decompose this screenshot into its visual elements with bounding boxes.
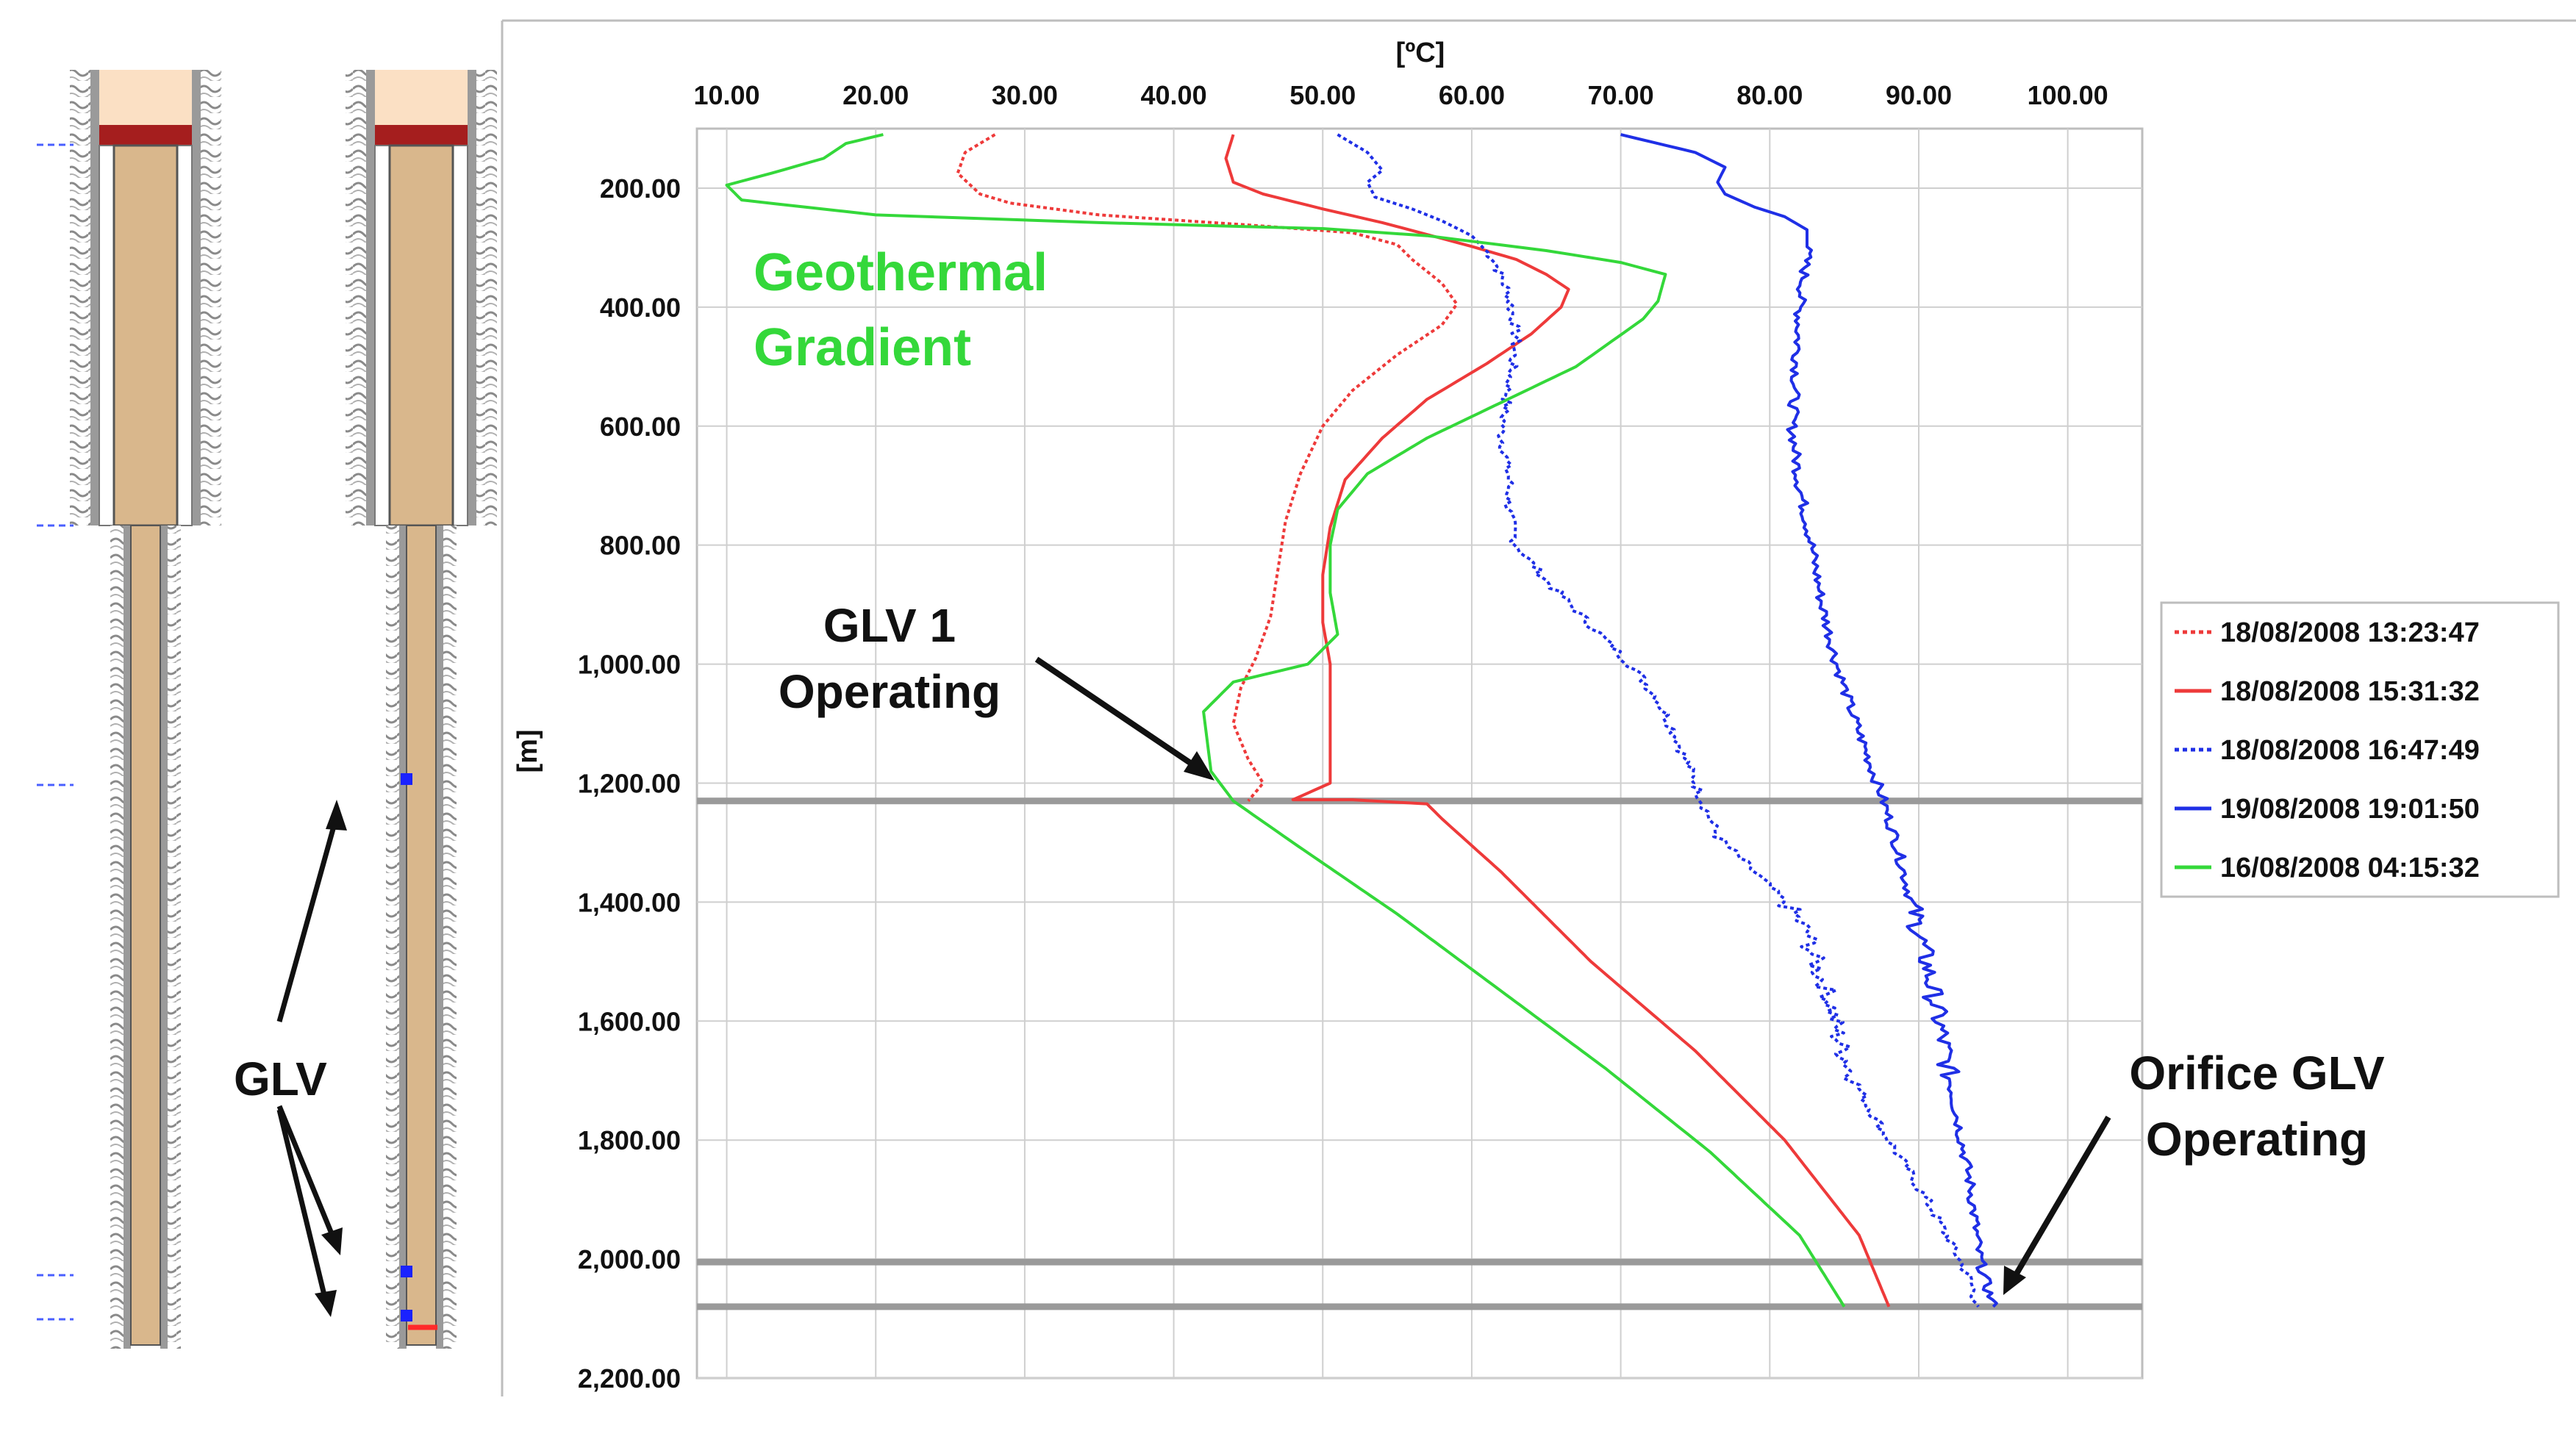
wellhead-fill xyxy=(375,70,468,129)
glv-arrow-mid xyxy=(276,1105,337,1242)
orifice-arrow xyxy=(2011,1115,2111,1280)
annulus-right xyxy=(176,145,193,526)
orifice-label-line2: Operating xyxy=(2146,1113,2368,1166)
geothermal-label-line1: Geothermal xyxy=(754,243,1048,302)
y-tick-label: 2,200.00 xyxy=(578,1363,681,1394)
glv1-arrow xyxy=(1034,656,1197,769)
glv1-label-line2: Operating xyxy=(779,665,1001,718)
glv-marker-0 xyxy=(401,773,412,785)
casing-left-lower xyxy=(124,526,131,1349)
glv-label: GLV xyxy=(234,1052,327,1105)
annulus-left xyxy=(99,145,115,526)
tubing-upper xyxy=(388,144,454,527)
series-line-2 xyxy=(1337,133,1980,1308)
x-tick-labels: 10.00 20.00 30.00 40.00 50.00 60.00 70.00 80.00… xyxy=(693,80,2108,110)
chart-frame xyxy=(501,19,2576,1396)
legend-label-4: 16/08/2008 04:15:32 xyxy=(2220,853,2480,883)
well-right xyxy=(346,70,497,1349)
wellhead-fill xyxy=(99,70,192,129)
casing-left-upper xyxy=(366,70,375,526)
glv-annotation: GLV xyxy=(234,800,347,1317)
legend-label-2: 18/08/2008 16:47:49 xyxy=(2220,735,2480,766)
orifice-label-line1: Orifice GLV xyxy=(2129,1047,2385,1100)
y-tick-label: 400.00 xyxy=(600,293,681,323)
x-tick-label: 60.00 xyxy=(1439,80,1505,110)
x-tick-label: 20.00 xyxy=(842,80,909,110)
y-tick-label: 1,200.00 xyxy=(578,768,681,798)
casing-left-lower xyxy=(399,526,407,1349)
legend-label-3: 19/08/2008 19:01:50 xyxy=(2220,794,2480,825)
reference-lines xyxy=(697,797,2142,1310)
series-lines xyxy=(725,133,1998,1308)
x-tick-label: 70.00 xyxy=(1588,80,1654,110)
well-schematics xyxy=(70,70,497,1349)
series-line-3 xyxy=(1620,133,1998,1308)
y-tick-label: 1,600.00 xyxy=(578,1006,681,1036)
y-axis-label: [m] xyxy=(512,729,543,772)
legend-label-1: 18/08/2008 15:31:32 xyxy=(2220,676,2480,707)
series-line-1 xyxy=(1224,134,1891,1308)
glv-arrow-top-head xyxy=(326,800,347,831)
glv1-arrow-head xyxy=(1184,751,1214,781)
orifice-annotation: Orifice GLV Operating xyxy=(2003,1047,2385,1295)
rock-right-lower xyxy=(168,526,181,1349)
well-left xyxy=(70,70,221,1349)
casing-right-upper xyxy=(468,70,476,526)
annulus-left xyxy=(374,145,390,526)
glv1-annotation: GLV 1 Operating xyxy=(779,599,1214,781)
glv1-label-line1: GLV 1 xyxy=(823,599,956,652)
casing-right-upper xyxy=(192,70,201,526)
glv-arrow-low-head xyxy=(315,1290,337,1317)
rock-left-upper xyxy=(346,70,366,526)
casing-left-upper xyxy=(90,70,99,526)
series-line-0 xyxy=(956,133,1459,803)
legend: 18/08/2008 13:23:47 18/08/2008 15:31:32 18… xyxy=(2160,601,2560,898)
x-tick-label: 100.00 xyxy=(2028,80,2108,110)
y-tick-labels: 200.00 400.00 600.00 800.00 1,000.00 1,200.00… xyxy=(578,173,681,1394)
orifice-arrow-head xyxy=(2003,1266,2026,1295)
tubing-lower xyxy=(130,525,161,1346)
tubing-upper xyxy=(112,144,179,527)
rock-right-upper xyxy=(201,70,221,526)
y-tick-label: 600.00 xyxy=(600,412,681,442)
y-tick-label: 1,400.00 xyxy=(578,887,681,917)
tubing-lower xyxy=(406,525,437,1346)
y-tick-label: 800.00 xyxy=(600,531,681,561)
rock-left-lower xyxy=(386,526,399,1349)
y-tick-label: 2,000.00 xyxy=(578,1244,681,1274)
glv-marker-2 xyxy=(401,1310,412,1321)
x-axis-label: [ºC] xyxy=(1396,37,1445,68)
x-tick-label: 30.00 xyxy=(992,80,1058,110)
x-tick-label: 50.00 xyxy=(1289,80,1356,110)
geothermal-annotation: Geothermal Gradient xyxy=(754,243,1048,377)
casing-right-lower xyxy=(436,526,443,1349)
geothermal-label-line2: Gradient xyxy=(754,318,971,377)
packer xyxy=(99,125,192,146)
depth-marks xyxy=(37,143,74,1321)
rock-right-lower xyxy=(443,526,457,1349)
rock-left-upper xyxy=(70,70,90,526)
glv-arrow-mid-head xyxy=(321,1227,343,1255)
y-tick-label: 200.00 xyxy=(600,173,681,204)
annulus-right xyxy=(452,145,468,526)
glv-arrow-low xyxy=(276,1109,329,1302)
packer xyxy=(375,125,468,146)
glv-arrow-top xyxy=(276,815,340,1022)
rock-right-upper xyxy=(476,70,497,526)
plot-area xyxy=(695,127,2144,1380)
y-tick-label: 1,000.00 xyxy=(578,650,681,680)
legend-box xyxy=(2160,601,2560,898)
x-tick-label: 90.00 xyxy=(1886,80,1952,110)
x-tick-label: 80.00 xyxy=(1736,80,1803,110)
y-tick-label: 1,800.00 xyxy=(578,1125,681,1155)
series-line-4 xyxy=(725,133,1846,1308)
x-tick-label: 10.00 xyxy=(693,80,759,110)
x-tick-label: 40.00 xyxy=(1141,80,1207,110)
glv-marker-1 xyxy=(401,1266,412,1277)
casing-right-lower xyxy=(160,526,168,1349)
rock-left-lower xyxy=(110,526,124,1349)
legend-label-0: 18/08/2008 13:23:47 xyxy=(2220,617,2480,648)
